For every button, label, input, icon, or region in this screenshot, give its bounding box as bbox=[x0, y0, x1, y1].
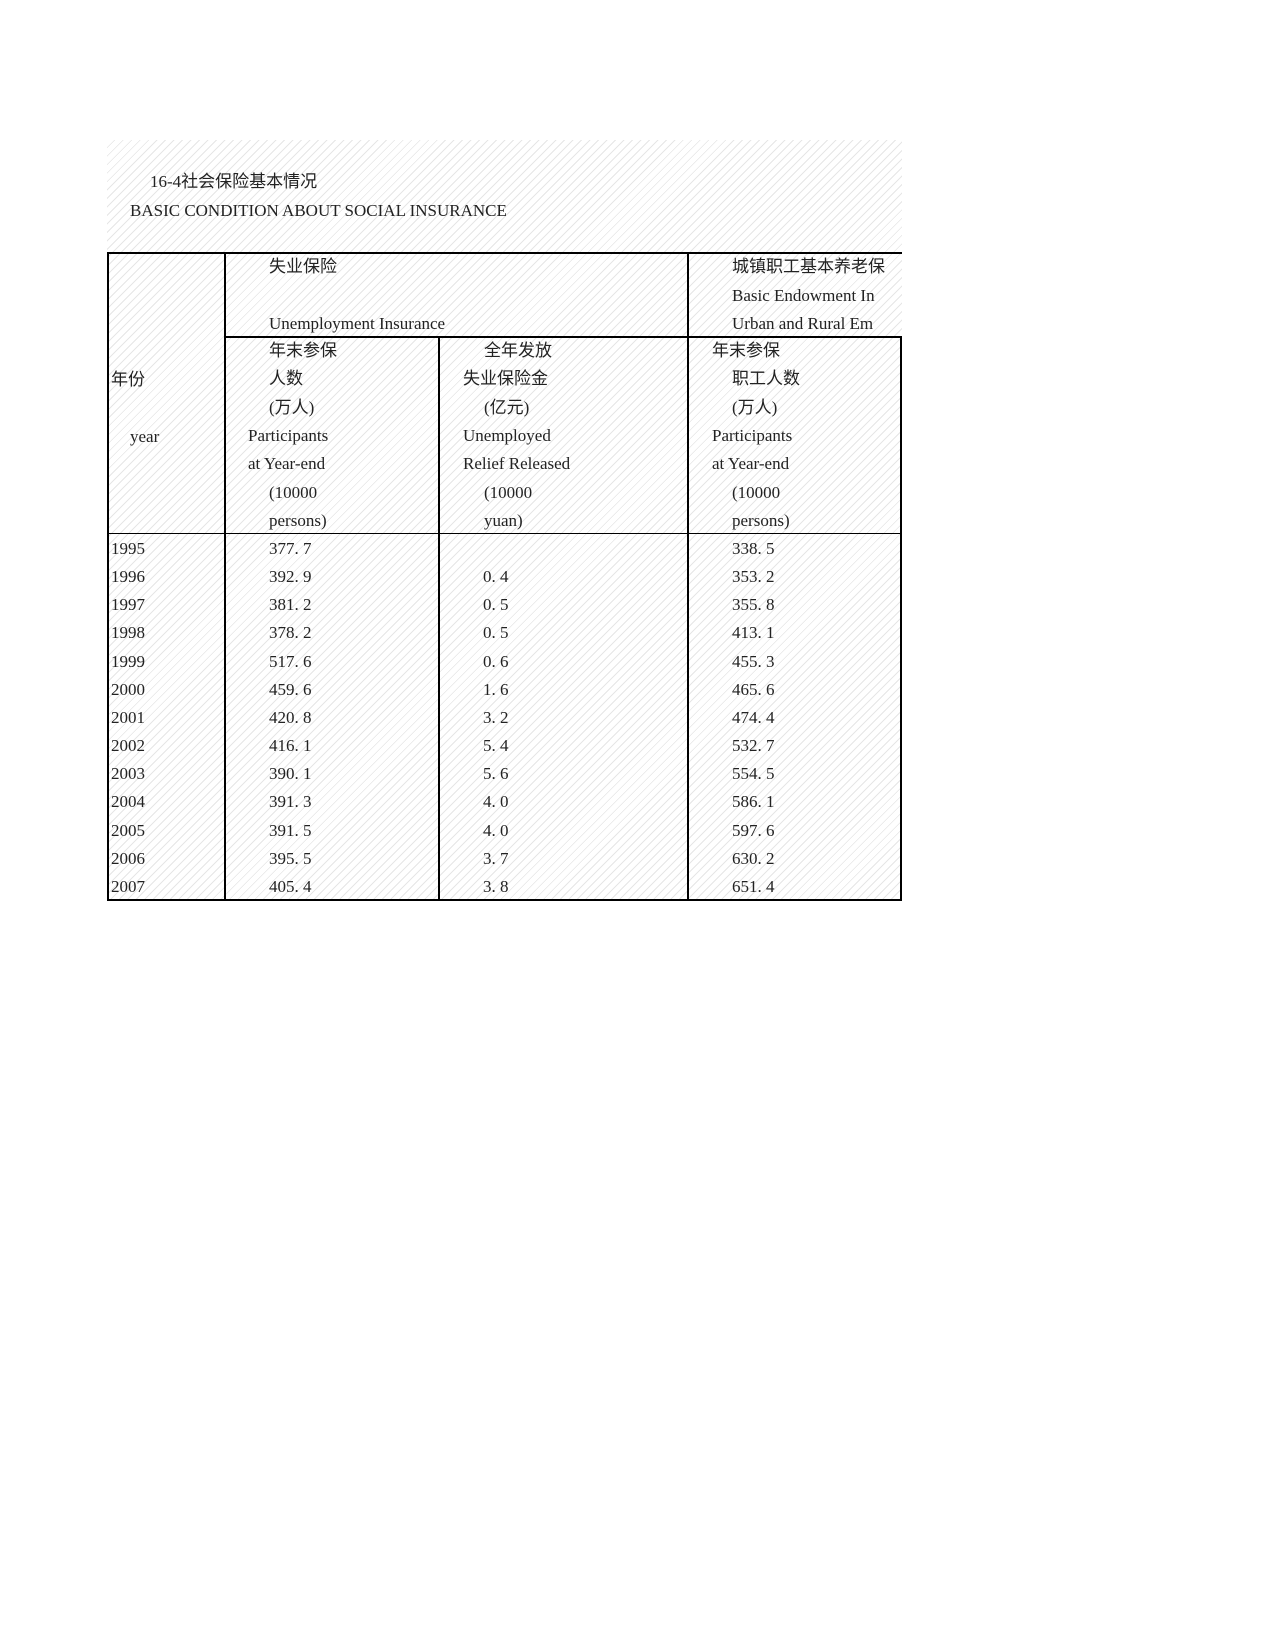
cell-participants: 390. 1 bbox=[269, 764, 312, 784]
cell-relief: 0. 5 bbox=[483, 623, 509, 643]
table-bottom-border bbox=[107, 899, 902, 901]
relief-header-line: (亿元) bbox=[484, 397, 530, 417]
cell-year: 1998 bbox=[111, 623, 145, 643]
cell-relief: 0. 4 bbox=[483, 567, 509, 587]
header-bottom-border bbox=[107, 533, 902, 534]
cell-relief: 5. 4 bbox=[483, 736, 509, 756]
cell-endowment: 597. 6 bbox=[732, 820, 775, 840]
cell-participants: 392. 9 bbox=[269, 567, 312, 587]
title-en: BASIC CONDITION ABOUT SOCIAL INSURANCE bbox=[130, 201, 507, 220]
header-divider bbox=[225, 336, 902, 338]
participants-header-line: (万人) bbox=[269, 397, 315, 417]
cell-year: 2000 bbox=[111, 679, 145, 699]
cell-participants: 395. 5 bbox=[269, 848, 312, 868]
cell-year: 1997 bbox=[111, 595, 145, 615]
cell-endowment: 474. 4 bbox=[732, 707, 775, 727]
relief-header-line: 失业保险金 bbox=[463, 369, 548, 389]
participants-header-line: at Year-end bbox=[248, 454, 326, 474]
cell-year: 2001 bbox=[111, 707, 145, 727]
relief-header-line: (10000 bbox=[484, 482, 533, 502]
spreadsheet: 16-4社会保险基本情况 BASIC CONDITION ABOUT SOCIA… bbox=[107, 140, 902, 901]
cell-endowment: 455. 3 bbox=[732, 651, 775, 671]
cell-endowment: 532. 7 bbox=[732, 736, 775, 756]
relief-header-line: yuan) bbox=[484, 510, 523, 530]
cell-year: 2003 bbox=[111, 764, 145, 784]
cell-endowment: 353. 2 bbox=[732, 567, 775, 587]
participants-header-line: Participants bbox=[248, 425, 329, 445]
cell-relief: 5. 6 bbox=[483, 764, 509, 784]
cell-endowment: 630. 2 bbox=[732, 848, 775, 868]
participants-header-line: (10000 bbox=[269, 482, 318, 502]
endowment-group-cn: 城镇职工基本养老保 bbox=[732, 257, 885, 276]
endowment-group-en-1: Basic Endowment In bbox=[732, 286, 875, 305]
endowment-participants-header-line: 年末参保 bbox=[712, 341, 780, 360]
cell-year: 2005 bbox=[111, 820, 145, 840]
cell-participants: 377. 7 bbox=[269, 539, 312, 558]
relief-header-line: Unemployed bbox=[463, 425, 551, 445]
participants-header-line: 年末参保 bbox=[269, 341, 337, 360]
cell-relief: 4. 0 bbox=[483, 792, 509, 812]
cell-participants: 405. 4 bbox=[269, 876, 312, 896]
endowment-group-en-2: Urban and Rural Em bbox=[732, 314, 874, 333]
endowment-participants-header-line: (10000 bbox=[732, 482, 781, 502]
column-divider bbox=[687, 252, 689, 901]
relief-header-line: 全年发放 bbox=[484, 341, 552, 360]
cell-participants: 378. 2 bbox=[269, 623, 312, 643]
relief-header-line: Relief Released bbox=[463, 454, 571, 474]
endowment-participants-header-line: (万人) bbox=[732, 397, 778, 417]
participants-header-line: persons) bbox=[269, 510, 327, 530]
endowment-group-header: 城镇职工基本养老保 Basic Endowment In Urban and R… bbox=[688, 140, 902, 340]
cell-participants: 416. 1 bbox=[269, 736, 312, 756]
cell-participants: 459. 6 bbox=[269, 679, 312, 699]
cell-endowment: 338. 5 bbox=[732, 539, 775, 558]
cell-year: 2004 bbox=[111, 792, 145, 812]
participants-header-line: 人数 bbox=[269, 369, 303, 389]
year-header-cn: 年份 bbox=[111, 370, 145, 389]
endowment-participants-header-line: persons) bbox=[732, 510, 790, 530]
unemployment-group-cn: 失业保险 bbox=[269, 257, 337, 276]
cell-endowment: 355. 8 bbox=[732, 595, 775, 615]
table-left-border bbox=[107, 252, 109, 901]
column-divider bbox=[438, 336, 440, 901]
unemployment-group-en: Unemployment Insurance bbox=[269, 314, 446, 333]
cell-endowment: 586. 1 bbox=[732, 792, 775, 812]
endowment-participants-header-line: 职工人数 bbox=[732, 369, 800, 389]
cell-endowment: 465. 6 bbox=[732, 679, 775, 699]
cell-year: 1999 bbox=[111, 651, 145, 671]
endowment-participants-header-line: Participants bbox=[712, 425, 793, 445]
cell-participants: 517. 6 bbox=[269, 651, 312, 671]
cell-year: 1996 bbox=[111, 567, 145, 587]
cell-relief: 3. 2 bbox=[483, 707, 509, 727]
cell-participants: 391. 5 bbox=[269, 820, 312, 840]
cell-year: 2002 bbox=[111, 736, 145, 756]
cell-relief: 3. 8 bbox=[483, 876, 509, 896]
cell-participants: 381. 2 bbox=[269, 595, 312, 615]
cell-year: 2006 bbox=[111, 848, 145, 868]
cell-endowment: 651. 4 bbox=[732, 876, 775, 896]
table-right-border bbox=[900, 336, 902, 901]
cell-endowment: 554. 5 bbox=[732, 764, 775, 784]
cell-year: 2007 bbox=[111, 876, 145, 896]
column-divider bbox=[224, 252, 226, 901]
cell-relief: 1. 6 bbox=[483, 679, 509, 699]
cell-relief: 0. 5 bbox=[483, 595, 509, 615]
cell-year: 1995 bbox=[111, 539, 145, 558]
cell-participants: 391. 3 bbox=[269, 792, 312, 812]
cell-endowment: 413. 1 bbox=[732, 623, 775, 643]
endowment-participants-header-line: at Year-end bbox=[712, 454, 790, 474]
cell-relief: 0. 6 bbox=[483, 651, 509, 671]
table-top-border bbox=[107, 252, 902, 254]
cell-relief: 4. 0 bbox=[483, 820, 509, 840]
year-header-en: year bbox=[130, 427, 160, 446]
cell-participants: 420. 8 bbox=[269, 707, 312, 727]
cell-relief: 3. 7 bbox=[483, 848, 509, 868]
title-cn: 16-4社会保险基本情况 bbox=[150, 172, 318, 191]
